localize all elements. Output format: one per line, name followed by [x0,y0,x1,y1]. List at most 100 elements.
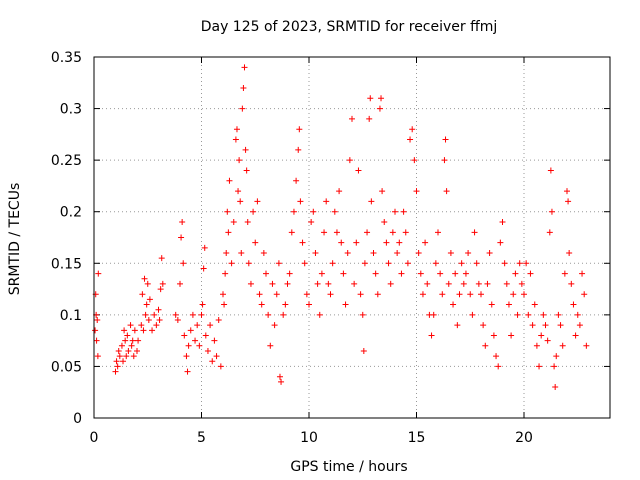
data-point [364,229,371,236]
data-point [475,280,482,287]
data-point [566,249,573,256]
data-point [521,291,527,298]
data-point [419,291,426,298]
data-point [445,280,452,287]
data-point [222,270,229,277]
data-point [516,260,523,267]
data-point [398,270,405,277]
data-point [157,286,164,293]
data-point [493,353,500,360]
data-point [404,260,411,267]
data-point [125,347,132,354]
data-point [244,219,251,226]
data-point [473,260,480,267]
y-tick-label: 0.2 [60,205,82,221]
data-point [199,301,206,308]
data-point [415,249,422,256]
y-axis-label: SRMTID / TECUs [7,183,23,296]
data-point [432,260,439,267]
data-point [439,291,446,298]
data-point [297,198,304,205]
y-tick-label: 0.15 [51,256,82,272]
data-point [533,342,540,349]
data-point [325,280,332,287]
data-point [236,157,243,164]
data-point [318,270,325,277]
data-point [296,126,303,133]
data-point [159,280,166,287]
axis-ticks [93,56,610,419]
data-point [452,270,459,277]
data-point [256,291,263,298]
data-point [282,301,289,308]
data-point [355,167,362,174]
data-point [422,239,429,246]
data-point [122,337,129,344]
data-point [95,270,102,277]
data-point [527,270,534,277]
chart-title: Day 125 of 2023, SRMTID for receiver ffm… [201,19,498,35]
data-point [139,291,146,298]
data-point [299,239,306,246]
data-point [240,84,247,91]
data-point [353,239,360,246]
data-point [512,270,519,277]
data-point [413,188,420,195]
data-point [430,311,437,318]
y-tick-label: 0.3 [60,102,82,118]
data-point [242,146,249,153]
data-point [189,311,196,318]
data-point [192,337,199,344]
x-tick-label: 20 [515,430,533,446]
x-tick-label: 5 [197,430,206,446]
data-point [389,229,396,236]
data-point [142,311,149,318]
data-point [276,373,283,380]
data-point [235,188,242,195]
data-point [198,311,205,318]
x-tick-label: 15 [408,430,426,446]
data-point [237,198,244,205]
data-point [570,301,577,308]
data-point [379,188,386,195]
data-point [194,322,201,329]
data-point [456,291,463,298]
data-point [290,208,297,215]
x-tick-label: 10 [300,430,318,446]
data-point [547,167,554,174]
data-point [367,95,374,102]
data-point [211,337,218,344]
data-point [460,280,467,287]
data-point [228,260,235,267]
data-point [499,219,506,226]
data-point [144,280,151,287]
data-point [450,301,457,308]
data-point [155,306,162,313]
data-point [501,260,508,267]
data-point [538,332,545,339]
data-point [306,301,312,308]
data-point [158,255,165,262]
data-point [149,327,156,334]
data-point [409,126,416,133]
data-point [284,280,291,287]
data-point [396,239,403,246]
data-point [250,208,257,215]
data-point [232,136,239,143]
plot-frame [93,56,611,419]
data-point [394,249,401,256]
data-point [113,358,120,365]
data-point [303,291,310,298]
data-point [94,317,101,324]
data-point [124,332,131,339]
data-point [327,291,334,298]
data-point [378,95,385,102]
data-point [184,368,191,375]
data-point [94,353,101,360]
data-point [428,332,435,339]
data-point [121,327,128,334]
data-point [183,353,190,360]
data-point [338,239,345,246]
y-tick-label: 0.35 [51,50,82,66]
